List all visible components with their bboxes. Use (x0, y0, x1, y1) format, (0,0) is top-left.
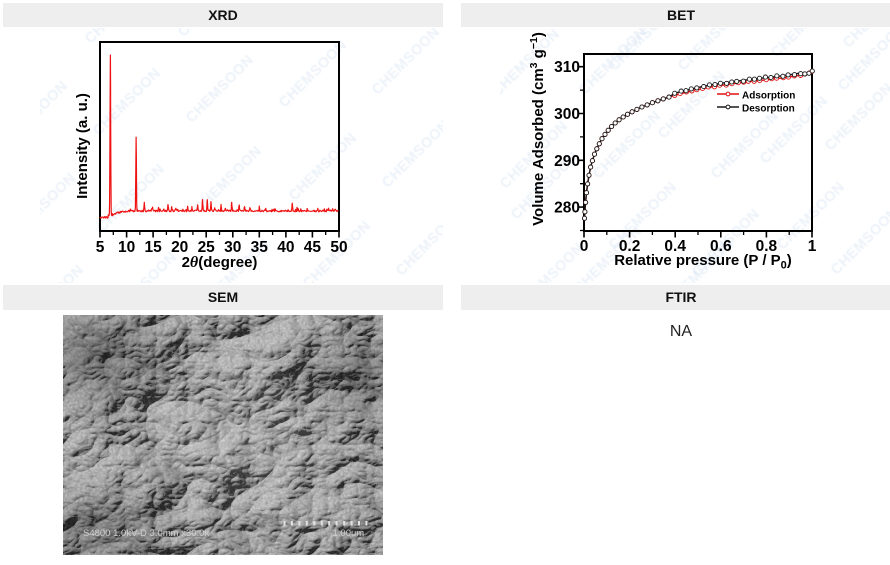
svg-text:CHEMSOON: CHEMSOON (606, 28, 680, 74)
svg-text:25: 25 (198, 239, 216, 256)
svg-text:50: 50 (330, 239, 347, 256)
svg-text:280: 280 (554, 200, 580, 217)
svg-text:Relative pressure (P / P0): Relative pressure (P / P0) (614, 252, 792, 272)
svg-text:CHEMSOON: CHEMSOON (183, 52, 257, 126)
svg-text:Adsorption: Adsorption (742, 91, 795, 102)
svg-text:Desorption: Desorption (742, 104, 795, 115)
svg-text:2θ(degree): 2θ(degree) (182, 254, 258, 271)
svg-text:310: 310 (554, 59, 580, 76)
svg-text:CHEMSOON: CHEMSOON (175, 28, 249, 40)
svg-text:CHEMSOON: CHEMSOON (675, 28, 749, 74)
svg-text:CHEMSOON: CHEMSOON (94, 161, 168, 235)
svg-text:S4800 1.0kV-D 3.0mm x30.0k: S4800 1.0kV-D 3.0mm x30.0k (83, 528, 209, 539)
svg-text:300: 300 (554, 106, 580, 123)
svg-text:0.4: 0.4 (664, 238, 686, 255)
svg-text:0: 0 (580, 238, 589, 255)
svg-text:CHEMSOON: CHEMSOON (40, 262, 87, 283)
svg-text:Volume Adsorbed (cm3 g−1): Volume Adsorbed (cm3 g−1) (528, 32, 547, 226)
svg-text:CHEMSOON: CHEMSOON (40, 78, 71, 152)
svg-text:CHEMSOON: CHEMSOON (268, 28, 342, 32)
svg-text:CHEMSOON: CHEMSOON (90, 65, 164, 139)
svg-text:CHEMSOON: CHEMSOON (828, 204, 890, 278)
svg-text:CHEMSOON: CHEMSOON (768, 28, 842, 61)
svg-text:0.2: 0.2 (619, 238, 641, 255)
svg-text:CHEMSOON: CHEMSOON (393, 205, 443, 279)
svg-text:30: 30 (224, 239, 241, 256)
svg-text:CHEMSOON: CHEMSOON (369, 28, 443, 98)
svg-text:1: 1 (808, 238, 817, 255)
svg-text:5: 5 (96, 239, 105, 256)
svg-text:Intensity (a. u.): Intensity (a. u.) (74, 93, 91, 199)
svg-text:10: 10 (118, 239, 135, 256)
svg-text:CHEMSOON: CHEMSOON (286, 130, 360, 204)
svg-text:1.00um: 1.00um (333, 528, 365, 539)
svg-text:45: 45 (304, 239, 322, 256)
svg-text:CHEMSOON: CHEMSOON (655, 68, 729, 142)
svg-text:35: 35 (251, 239, 269, 256)
svg-text:40: 40 (277, 239, 294, 256)
svg-text:CHEMSOON: CHEMSOON (82, 28, 156, 47)
svg-text:CHEMSOON: CHEMSOON (379, 117, 443, 191)
svg-text:CHEMSOON: CHEMSOON (822, 80, 890, 154)
svg-text:290: 290 (554, 153, 580, 170)
svg-text:20: 20 (171, 239, 188, 256)
svg-text:CHEMSOON: CHEMSOON (513, 240, 587, 283)
svg-text:15: 15 (144, 239, 162, 256)
svg-text:0.6: 0.6 (710, 238, 732, 255)
svg-text:0.8: 0.8 (756, 238, 778, 255)
